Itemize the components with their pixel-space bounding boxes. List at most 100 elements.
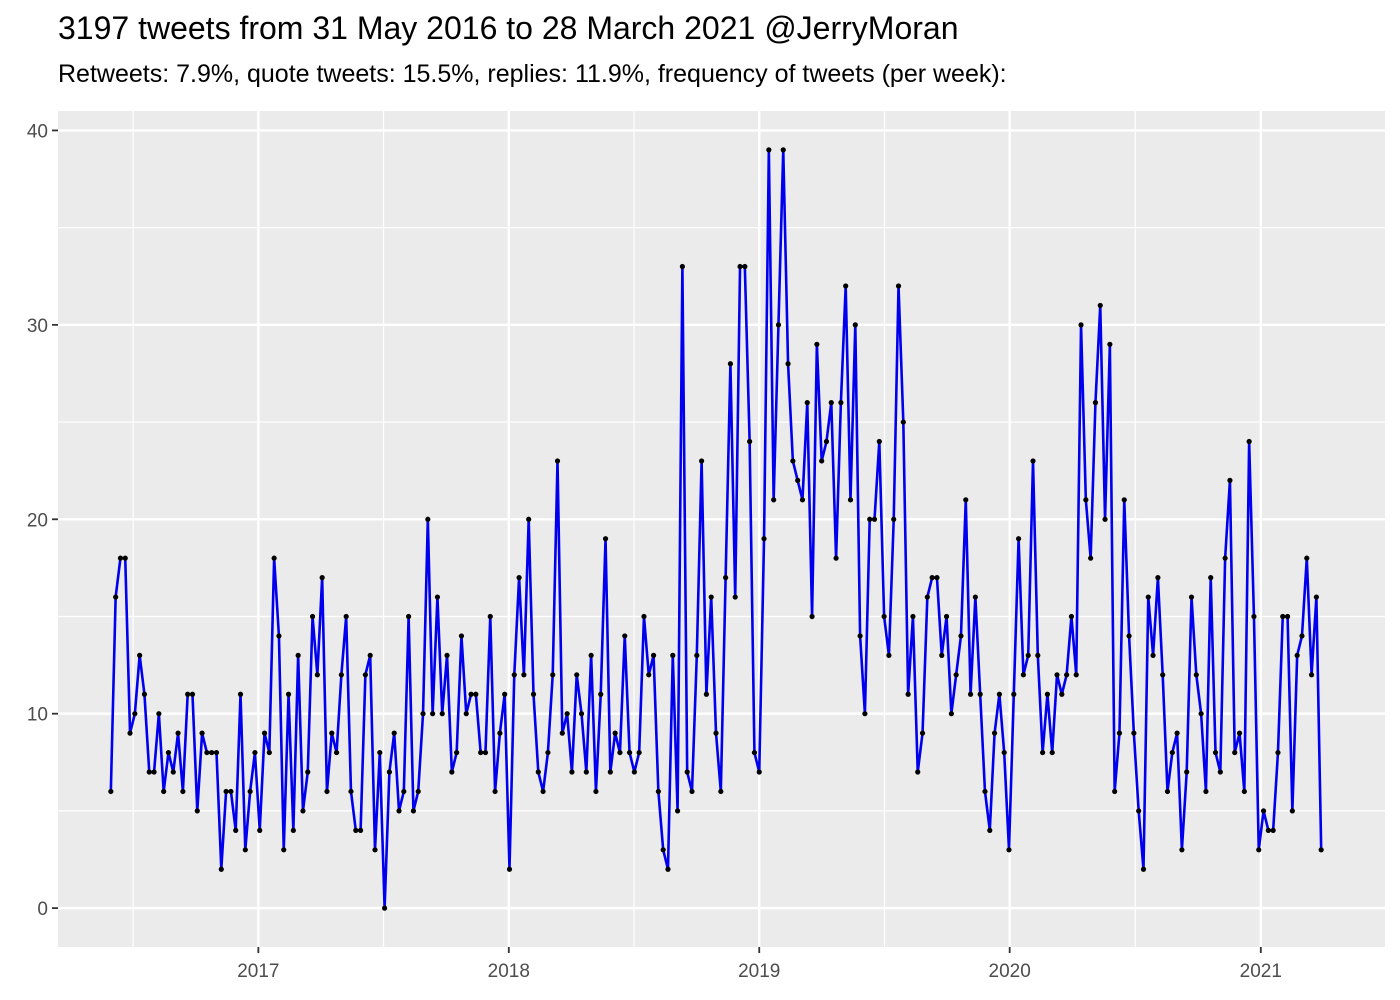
data-point	[1227, 477, 1233, 483]
data-point	[1251, 613, 1257, 620]
data-point	[915, 769, 921, 775]
data-point	[252, 749, 258, 756]
data-point	[670, 652, 676, 658]
chart-title: 3197 tweets from 31 May 2016 to 28 March…	[58, 10, 959, 46]
data-point	[886, 652, 892, 658]
data-point	[1222, 555, 1228, 561]
data-point	[703, 691, 710, 697]
data-point	[718, 788, 724, 795]
data-point	[1064, 672, 1070, 678]
data-point	[146, 769, 152, 775]
data-point	[223, 788, 229, 795]
data-point	[559, 730, 565, 736]
data-point	[218, 866, 224, 872]
data-point	[372, 847, 378, 853]
data-point	[185, 691, 191, 697]
data-point	[391, 730, 397, 736]
data-point	[545, 749, 551, 756]
data-point	[396, 808, 402, 814]
data-point	[1068, 613, 1075, 620]
data-point	[737, 263, 743, 270]
data-point	[636, 749, 642, 756]
data-point	[170, 769, 176, 775]
data-point	[1299, 633, 1305, 639]
data-point	[492, 788, 498, 795]
data-point	[305, 769, 311, 775]
data-point	[660, 847, 666, 853]
data-point	[804, 400, 810, 406]
data-point	[679, 263, 685, 270]
data-point	[588, 652, 594, 658]
data-point	[814, 341, 820, 347]
data-point	[449, 769, 455, 775]
data-point	[939, 652, 945, 658]
data-point	[1203, 788, 1209, 795]
data-point	[569, 769, 575, 775]
data-point	[247, 788, 253, 795]
data-point	[1001, 749, 1007, 756]
data-point	[723, 575, 729, 581]
data-point	[343, 613, 349, 620]
data-point	[257, 827, 263, 833]
data-point	[977, 691, 983, 697]
data-point	[1092, 400, 1099, 406]
data-points	[108, 147, 1324, 911]
data-point	[982, 788, 988, 795]
data-point	[295, 652, 301, 658]
data-point	[1256, 847, 1262, 853]
data-point	[261, 730, 268, 736]
data-point	[526, 516, 532, 522]
data-point	[655, 788, 661, 795]
data-point	[838, 400, 844, 406]
data-point	[1318, 847, 1324, 853]
data-point	[502, 691, 508, 697]
data-point	[1121, 497, 1127, 503]
data-point	[747, 438, 753, 445]
data-point	[641, 613, 647, 620]
data-point	[386, 769, 393, 775]
data-point	[314, 672, 320, 678]
data-point	[521, 672, 527, 678]
x-tick-label: 2019	[738, 961, 780, 982]
data-point	[213, 749, 220, 756]
data-point	[137, 652, 143, 658]
data-point	[1188, 594, 1195, 600]
data-point	[1174, 730, 1180, 736]
data-point	[1102, 516, 1108, 522]
data-point	[953, 672, 959, 678]
data-point	[329, 730, 335, 736]
data-point	[1193, 672, 1199, 678]
data-point	[862, 711, 868, 717]
data-point	[228, 788, 234, 795]
data-point	[266, 749, 272, 756]
data-point	[468, 691, 474, 697]
data-point	[242, 847, 248, 853]
data-point	[833, 555, 839, 561]
data-point	[857, 633, 863, 639]
data-point	[444, 652, 450, 658]
data-point	[482, 749, 489, 756]
data-point	[742, 263, 748, 270]
data-point	[1169, 749, 1175, 756]
data-point	[1126, 633, 1132, 639]
y-tick-label: 10	[27, 705, 48, 726]
data-point	[1006, 847, 1012, 853]
data-point	[338, 672, 344, 678]
data-point	[847, 497, 854, 503]
data-point	[1088, 555, 1094, 561]
y-tick-label: 0	[37, 899, 48, 920]
data-point	[612, 730, 618, 736]
data-point	[583, 769, 589, 775]
data-point	[631, 769, 637, 775]
data-point	[122, 555, 128, 561]
data-point	[809, 613, 815, 620]
data-point	[1073, 672, 1079, 678]
data-point	[132, 711, 138, 717]
data-point	[761, 536, 767, 542]
data-point	[708, 594, 714, 600]
data-point	[674, 808, 681, 814]
data-point	[1236, 730, 1243, 736]
data-point	[285, 691, 292, 697]
data-point	[1304, 555, 1310, 561]
